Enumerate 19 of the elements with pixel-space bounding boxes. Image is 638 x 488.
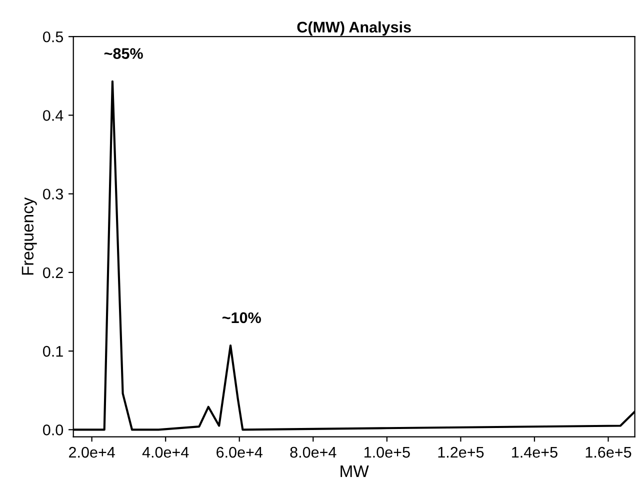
chart-title: C(MW) Analysis [297,21,411,36]
annotation: ~10% [222,312,261,324]
x-tick-label: 1.4e+5 [512,447,558,458]
annotation: ~85% [104,48,143,59]
x-tick-label: 8.0e+4 [290,446,336,458]
y-tick-label: 0.4 [43,110,64,121]
x-tick-label: 6.0e+4 [216,446,262,458]
y-tick-label: 0.2 [43,267,63,278]
x-tick-label: 4.0e+4 [142,446,189,458]
x-tick-label: 2.0e+4 [69,446,115,458]
x-tick-label: 1.0e+5 [364,446,410,458]
y-tick-label: 0.5 [43,31,64,42]
y-axis-title: Frequency [22,197,37,275]
y-tick-label: 0.1 [43,346,63,357]
x-axis-title: MW [340,466,369,477]
x-tick-label: 1.2e+5 [438,446,484,458]
x-tick-label: 1.6e+5 [586,446,632,458]
y-tick-label: 0.0 [43,424,64,436]
y-tick-label: 0.3 [43,188,63,200]
